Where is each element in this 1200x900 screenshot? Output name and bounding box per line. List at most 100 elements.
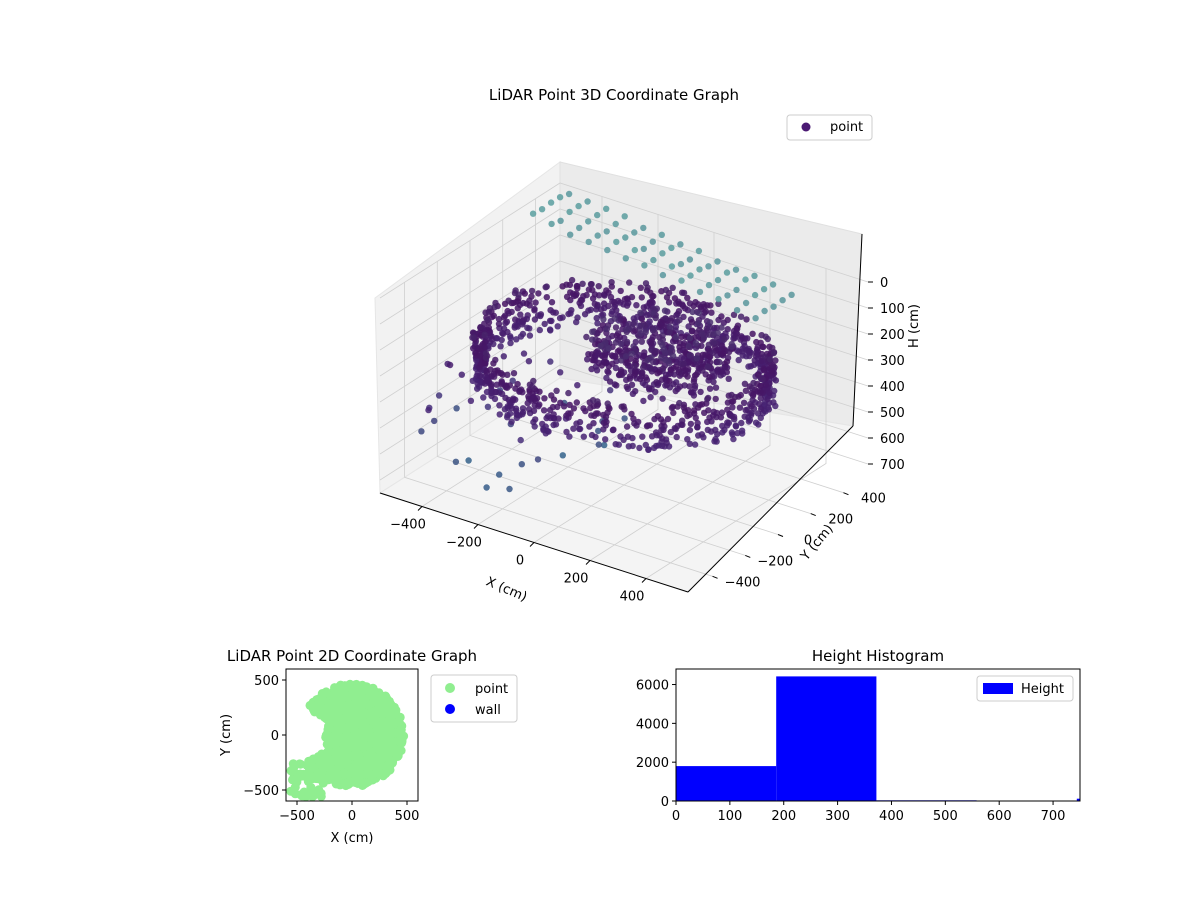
point-3d (626, 375, 634, 382)
point-3d (474, 385, 481, 392)
point-3d (651, 347, 659, 355)
histogram-frame (675, 668, 1081, 802)
point-3d (735, 356, 742, 364)
point-3d (604, 246, 611, 254)
point-3d (760, 286, 768, 293)
point-3d (769, 281, 777, 288)
point-3d (603, 205, 610, 212)
point-3d (525, 358, 533, 365)
point-3d (482, 354, 490, 361)
point-3d (764, 335, 771, 343)
hist-y-tick-label-0: 0 (661, 795, 669, 810)
point-3d (741, 380, 749, 387)
point-3d (603, 287, 610, 294)
point-3d (721, 336, 728, 343)
grid-line-z-1 (379, 208, 869, 325)
y-tick-label-3d-2: 0 (804, 534, 812, 549)
point-3d (672, 323, 680, 331)
point-3d (576, 224, 583, 232)
point-3d (612, 364, 620, 372)
point-2d (368, 732, 378, 742)
point-3d (515, 291, 522, 298)
x-tick-mark-3d-3 (585, 560, 591, 565)
point-3d (622, 255, 629, 262)
point-3d (503, 318, 511, 325)
point-3d (676, 316, 683, 324)
point-3d (626, 279, 633, 286)
point-3d (499, 329, 506, 337)
point-3d (547, 199, 555, 206)
point-2d (359, 720, 369, 730)
point-3d (640, 224, 647, 232)
point-3d (539, 420, 546, 428)
point-3d (751, 291, 759, 299)
point-3d (469, 377, 476, 384)
point-2d (351, 717, 361, 727)
point-3d (598, 362, 605, 369)
point-3d (662, 315, 669, 322)
point-3d (665, 360, 673, 367)
point-3d (752, 352, 760, 359)
point-3d (532, 397, 539, 404)
point-3d (513, 410, 520, 418)
point-3d (580, 293, 587, 300)
point-3d (663, 439, 670, 447)
point-3d (678, 333, 685, 340)
grid-line-z-2 (379, 234, 869, 351)
point-3d (691, 441, 699, 448)
point-3d (536, 388, 543, 395)
point-3d (642, 374, 649, 381)
point-3d (712, 384, 720, 391)
point-3d (637, 309, 644, 316)
point-3d (532, 416, 539, 423)
point-3d (741, 413, 748, 420)
point-2d (354, 763, 364, 773)
point-3d (678, 277, 685, 284)
point-3d (617, 287, 624, 295)
point-3d (585, 218, 592, 225)
point-3d (574, 283, 581, 290)
grid-line-y-2 (469, 240, 779, 535)
point-3d (625, 443, 632, 450)
point-3d (640, 245, 647, 253)
legend-2d-marker-point (445, 683, 455, 693)
point-3d (750, 379, 757, 387)
point-3d (530, 407, 538, 414)
point-3d (692, 401, 699, 408)
point-3d (620, 320, 627, 327)
point-3d (636, 375, 644, 383)
point-3d (714, 430, 721, 438)
point-3d (607, 387, 614, 394)
point-3d (659, 365, 667, 372)
y-tick-label-3d-0: −400 (725, 575, 761, 590)
point-3d (730, 311, 738, 318)
z-axis-line-3d (852, 233, 863, 427)
grid-line-x-4 (645, 268, 827, 579)
point-3d (760, 367, 768, 374)
point-3d (668, 404, 676, 412)
point-3d (493, 381, 500, 388)
point-3d (500, 353, 507, 360)
point-3d (431, 417, 438, 425)
point-3d (568, 276, 576, 284)
point-3d (745, 347, 752, 355)
point-3d (667, 428, 674, 436)
point-3d (734, 325, 741, 333)
point-3d (719, 429, 726, 436)
point-3d (511, 324, 518, 331)
point-3d (728, 343, 736, 350)
grid-line-x-1 (477, 214, 659, 525)
point-3d (567, 231, 574, 238)
point-3d (684, 294, 691, 302)
point-3d (709, 349, 716, 357)
point-3d (746, 352, 753, 360)
point-3d (734, 429, 741, 437)
y-tick-mark-3d-0 (712, 575, 718, 579)
legend-3d-label-point: point (830, 120, 863, 135)
point-3d (508, 418, 515, 425)
hist-x-tick-label-7: 700 (1041, 809, 1066, 824)
y-tick-mark-3d-4 (843, 492, 849, 496)
point-2d (348, 751, 357, 761)
point-3d (605, 345, 613, 352)
point-3d (574, 314, 581, 321)
